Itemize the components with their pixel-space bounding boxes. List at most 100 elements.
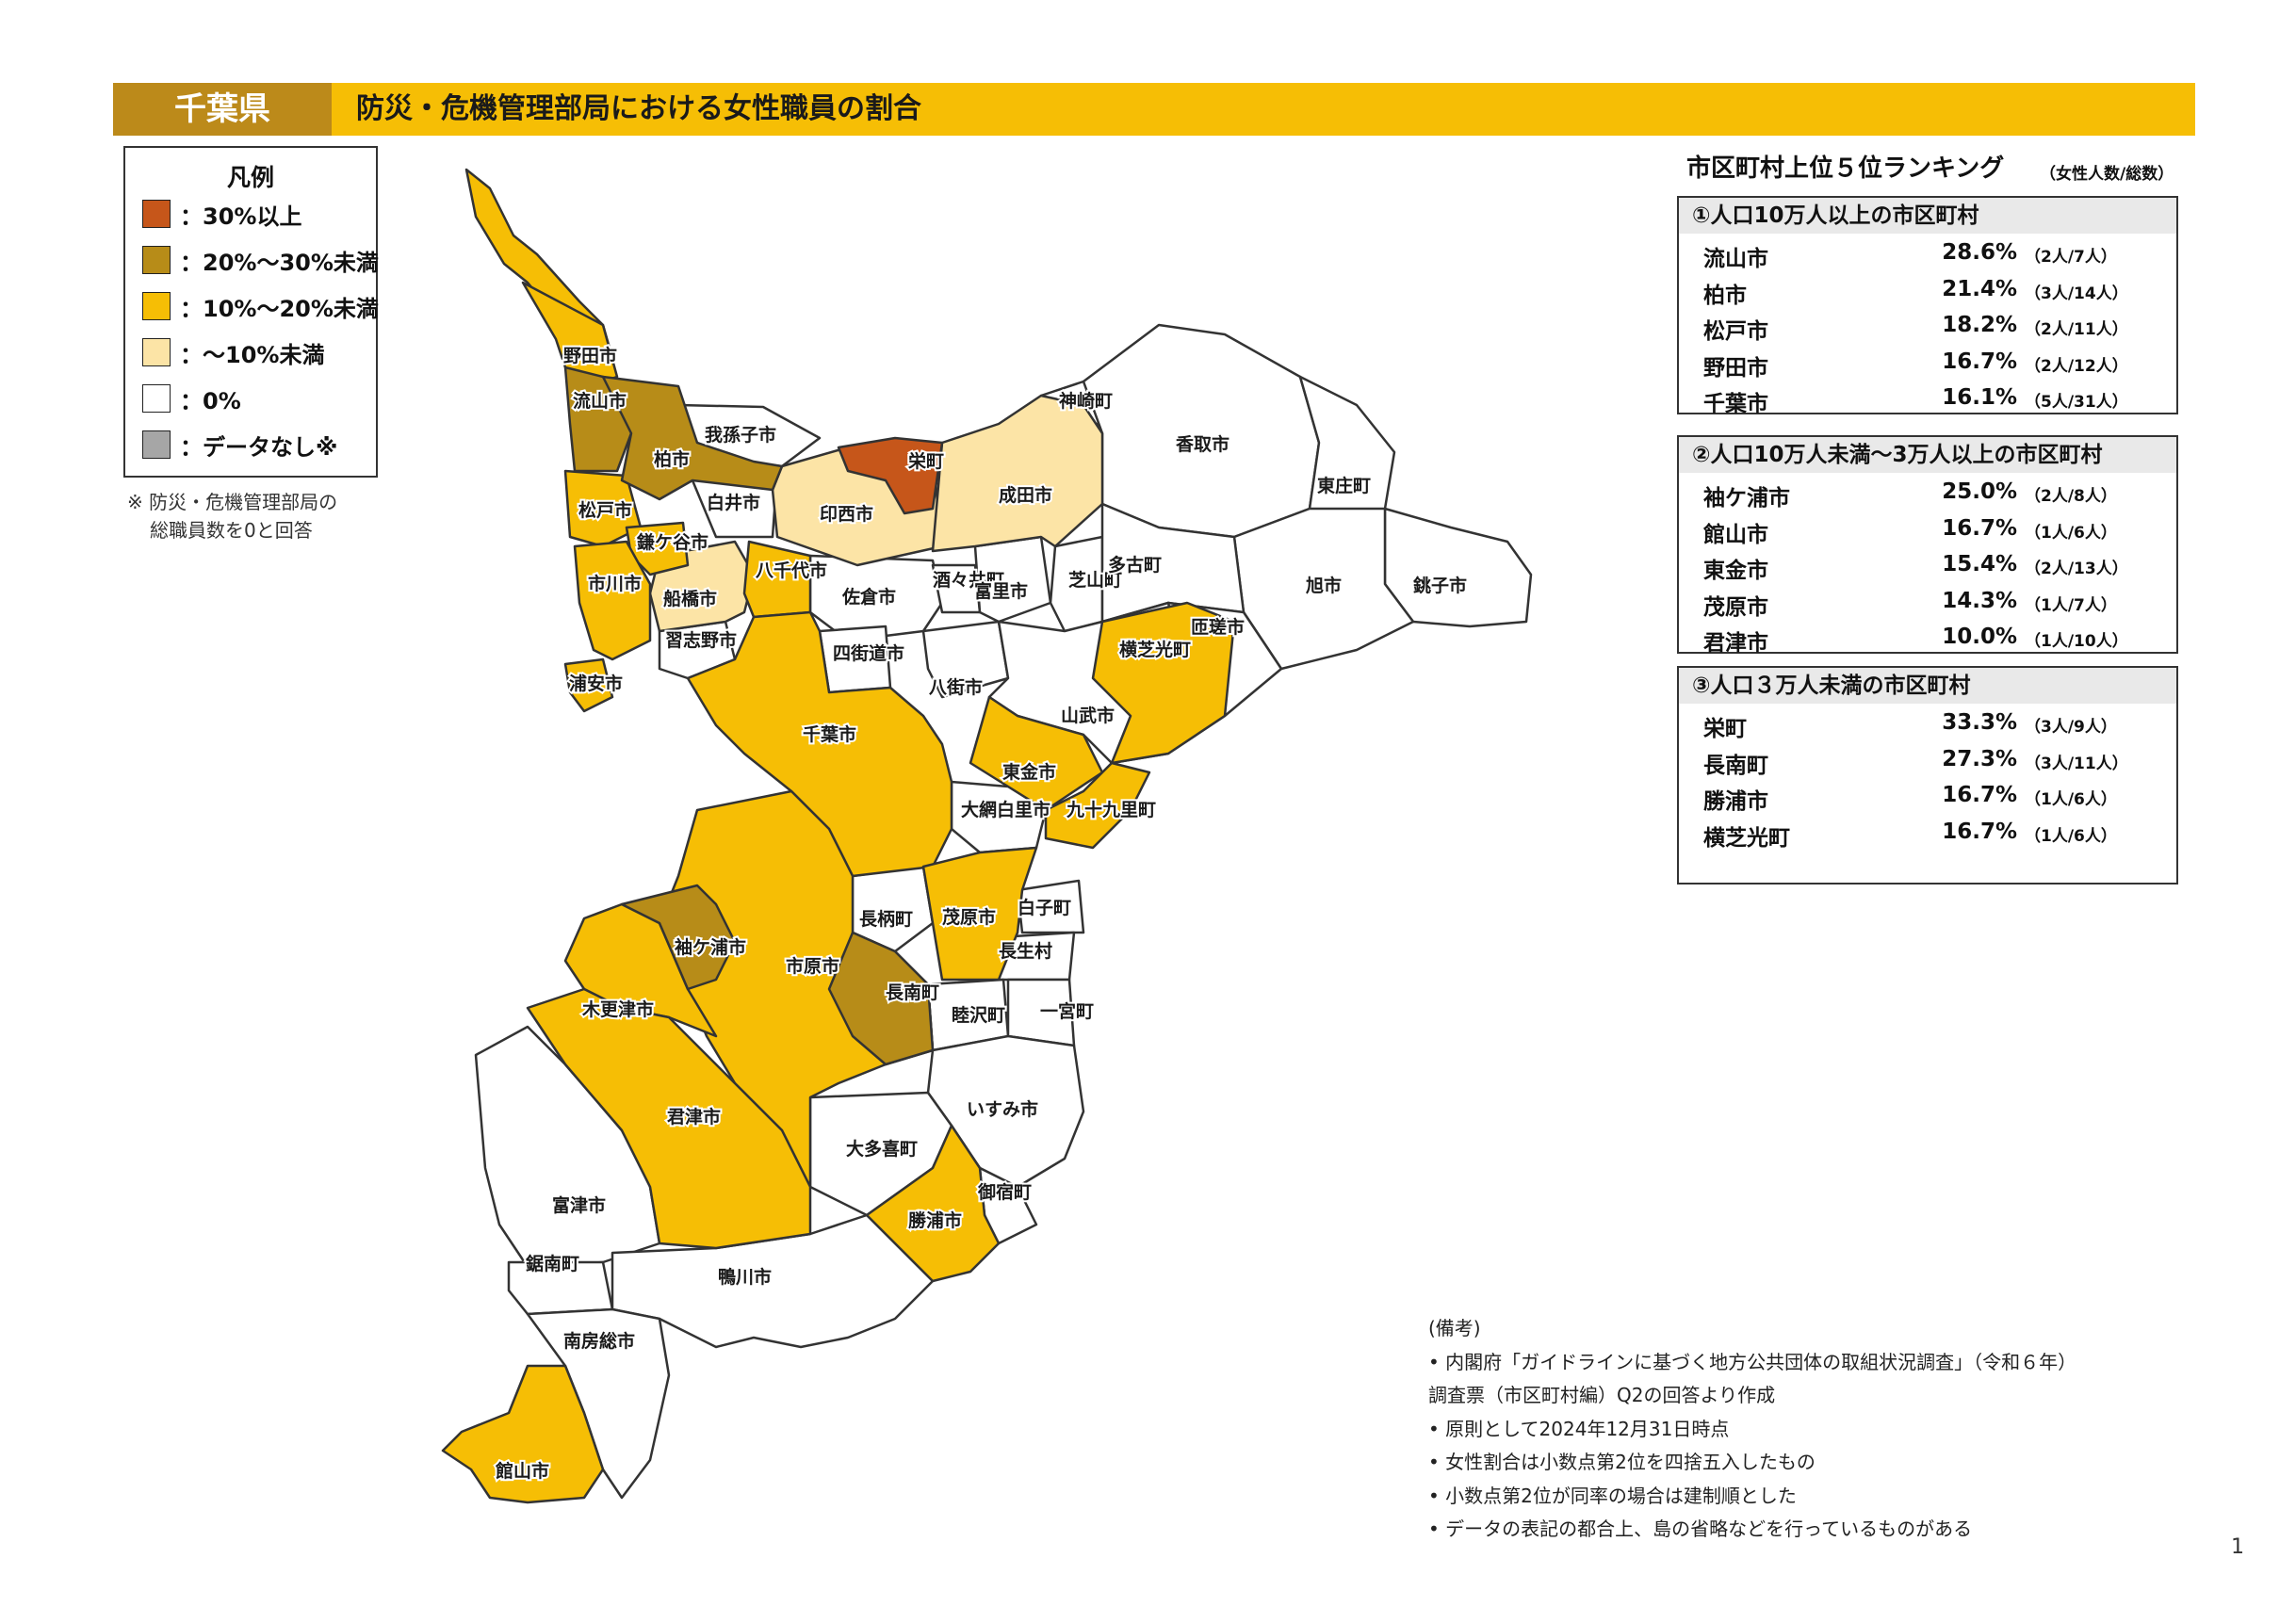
ranking-group-header: ②人口10万人未満～3万人以上の市区町村 (1679, 437, 2176, 473)
map-label-kamagaya: 鎌ケ谷市 (637, 531, 708, 553)
map-label-mutsuzawa: 睦沢町 (952, 1004, 1005, 1026)
ranking-count: （1人/6人） (2025, 790, 2117, 809)
prefecture-label: 千葉県 (113, 83, 332, 136)
ranking-pct: 16.7% (1942, 819, 2017, 844)
ranking-count: （1人/6人） (2025, 826, 2117, 846)
ranking-name: 松戸市 (1703, 319, 1768, 344)
ranking-pct: 33.3% (1942, 710, 2017, 735)
ranking-pct: 16.7% (1942, 783, 2017, 807)
ranking-name: 横芝光町 (1703, 825, 1790, 851)
page-title: 防災・危機管理部局における女性職員の割合 (356, 92, 921, 125)
legend-item: ：0% (142, 383, 241, 414)
map-label-ichinomiya: 一宮町 (1040, 1000, 1094, 1022)
map-label-shirai: 白井市 (707, 492, 760, 513)
map-label-yotsukaido: 四街道市 (833, 642, 904, 664)
ranking-row: 館山市 16.7% （1人/6人） (1679, 510, 2176, 547)
ranking-pct: 10.0% (1942, 625, 2017, 649)
legend-swatch (142, 292, 171, 320)
ranking-unit: （女性人数/総数） (2040, 165, 2174, 184)
region-sodegaura (620, 884, 737, 991)
legend-note: ※ 防災・危機管理部局の 総職員数を0と回答 (127, 488, 337, 544)
ranking-group-large: ①人口10万人以上の市区町村 流山市 28.6% （2人/7人） 柏市 21.4% （3… (1677, 196, 2178, 416)
map-label-shibayama: 芝山町 (1068, 569, 1122, 591)
ranking-row: 茂原市 14.3% （1人/7人） (1679, 582, 2176, 620)
remarks-line: • 内閣府「ガイドラインに基づく地方公共団体の取組状況調査」（令和６年） (1428, 1350, 2077, 1373)
ranking-row: 東金市 15.4% （2人/13人） (1679, 545, 2176, 583)
map-label-narashino: 習志野市 (665, 629, 737, 651)
region-shirako (1016, 879, 1085, 934)
remarks-line: • 女性割合は小数点第2位を四捨五入したもの (1428, 1451, 1816, 1473)
ranking-name: 東金市 (1703, 559, 1768, 583)
map-label-choshi: 銚子市 (1413, 575, 1467, 596)
region-chonan (827, 931, 935, 1066)
ranking-row: 松戸市 18.2% （2人/11人） (1679, 306, 2176, 344)
map-label-mobara: 茂原市 (942, 906, 996, 928)
ranking-count: （2人/12人） (2025, 356, 2128, 376)
map-label-nagareyama: 流山市 (573, 390, 627, 412)
map-label-otaki: 大多喜町 (846, 1138, 918, 1160)
remarks-line: 調査票（市区町村編）Q2の回答より作成 (1428, 1384, 1776, 1406)
legend-label: ：20%～30%未満 (180, 249, 379, 276)
map-label-inzai: 印西市 (820, 503, 873, 525)
map-label-urayasu: 浦安市 (569, 673, 623, 694)
region-katsuura (865, 1124, 1001, 1283)
map-label-narita: 成田市 (999, 484, 1052, 506)
region-tateyama (441, 1364, 605, 1504)
region-urayasu (563, 657, 614, 713)
map-label-kujukuri: 九十九里町 (1066, 799, 1156, 820)
map-label-oamishirasato: 大網白里市 (961, 799, 1050, 820)
ranking-row: 野田市 16.7% （2人/12人） (1679, 343, 2176, 381)
legend-swatch (142, 384, 171, 413)
header-bar: 千葉県 防災・危機管理部局における女性職員の割合 (113, 83, 2195, 136)
legend-title: 凡例 (226, 164, 274, 191)
legend-item: ：データなし※ (142, 430, 338, 461)
ranking-count: （1人/6人） (2025, 523, 2117, 543)
map-label-chiba: 千葉市 (803, 723, 856, 745)
ranking-row: 千葉市 16.1% （5人/31人） (1679, 379, 2176, 416)
map-label-kyonan: 鋸南町 (526, 1253, 579, 1274)
map-label-tonosho: 東庄町 (1317, 475, 1371, 496)
ranking-pct: 27.3% (1942, 746, 2017, 771)
ranking-row: 袖ケ浦市 25.0% （2人/8人） (1679, 473, 2176, 511)
ranking-count: （2人/13人） (2025, 560, 2128, 578)
ranking-name: 野田市 (1703, 355, 1768, 381)
map-label-kisarazu: 木更津市 (581, 998, 654, 1020)
ranking-count: （5人/31人） (2025, 393, 2128, 412)
ranking-pct: 18.2% (1942, 313, 2017, 337)
legend-label: ：10%～20%未満 (180, 295, 379, 322)
ranking-pct: 16.7% (1942, 349, 2017, 374)
legend-item: ：20%～30%未満 (142, 245, 379, 276)
map-label-kamogawa: 鴨川市 (718, 1266, 772, 1288)
legend-swatch (142, 200, 171, 228)
remarks-title: (備考) (1428, 1317, 1481, 1339)
region-kimitsu (526, 987, 812, 1250)
map-label-isumi: いすみ市 (967, 1098, 1038, 1120)
ranking-group-header: ③人口３万人未満の市区町村 (1679, 668, 2176, 704)
legend-label: ：～10%未満 (180, 341, 325, 368)
ranking-row: 流山市 28.6% （2人/7人） (1679, 234, 2176, 271)
ranking-group-header: ①人口10万人以上の市区町村 (1679, 198, 2176, 234)
ranking-title: 市区町村上位５位ランキング (1686, 154, 2005, 183)
map-label-sammu: 山武市 (1061, 705, 1115, 726)
map-label-togane: 東金市 (1002, 761, 1056, 783)
legend-label: ：30%以上 (180, 203, 302, 230)
ranking-name: 千葉市 (1703, 392, 1768, 416)
ranking-name: 袖ケ浦市 (1703, 486, 1790, 511)
legend-note-line: 総職員数を0と回答 (150, 519, 313, 542)
ranking-count: （3人/9人） (2025, 718, 2117, 737)
region-ichikawa (573, 540, 652, 661)
ranking-row: 君津市 10.0% （1人/10人） (1679, 618, 2176, 656)
map-label-tako: 多古町 (1108, 554, 1162, 576)
ranking-count: （1人/10人） (2025, 632, 2128, 651)
region-choshi (1383, 507, 1533, 628)
map-label-yachiyo: 八千代市 (756, 560, 827, 581)
region-sakae (837, 436, 944, 515)
legend-label: ：データなし※ (180, 433, 338, 461)
legend-note-line: ※ 防災・危機管理部局の (127, 491, 338, 513)
map-label-katsuura: 勝浦市 (908, 1209, 962, 1231)
region-yokoshibahikari (1091, 601, 1236, 765)
legend-box: 凡例 ：30%以上 ：20%～30%未満 ：10%～20%未満 ：～10%未満 … (123, 146, 379, 478)
region-kujukuri (1044, 761, 1151, 850)
region-mobara (921, 846, 1038, 982)
ranking-row: 栄町 33.3% （3人/9人） (1679, 704, 2176, 741)
